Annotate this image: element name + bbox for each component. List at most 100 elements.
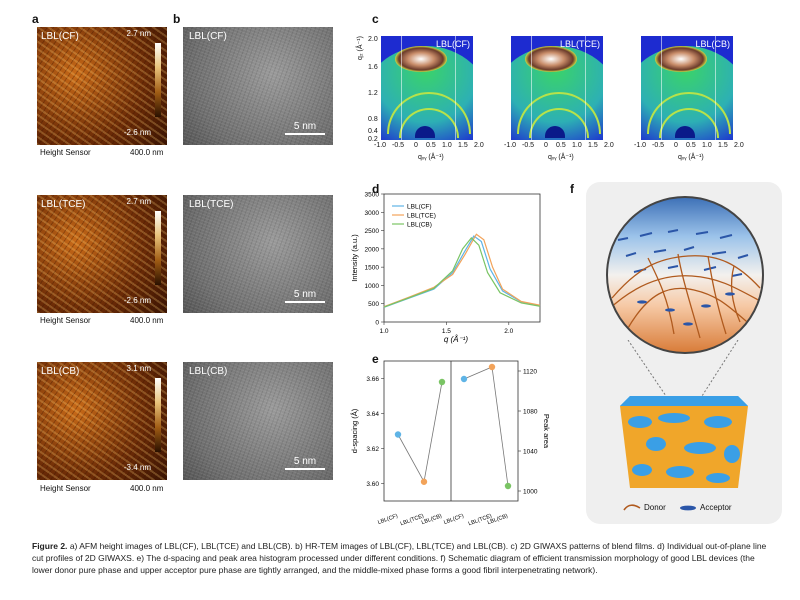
d-legend-label: LBL(CF) bbox=[407, 204, 432, 211]
d-series-line bbox=[383, 235, 541, 308]
acceptor-legend-label: Acceptor bbox=[700, 503, 732, 512]
d-xlabel: q (Å⁻¹) bbox=[444, 335, 469, 344]
donor-legend-icon bbox=[623, 504, 641, 511]
plot-frame bbox=[383, 193, 541, 323]
afm-image-cb: LBL(CB) 3.1 nm -3.4 nm bbox=[37, 362, 167, 480]
tem-scale-label: 5 nm bbox=[293, 456, 317, 467]
giwaxs-xtick: 1.0 bbox=[572, 142, 582, 149]
afm-label: LBL(CF) bbox=[41, 31, 79, 42]
d-xtick-label: 1.0 bbox=[379, 328, 388, 335]
caption-text: a) AFM height images of LBL(CF), LBL(TCE… bbox=[32, 541, 767, 575]
d-series-line bbox=[383, 236, 541, 308]
giwaxs-xtick: -1.0 bbox=[504, 142, 517, 149]
giwaxs-xtick: -0.5 bbox=[522, 142, 535, 149]
afm-sensor-label: Height Sensor bbox=[40, 316, 91, 325]
tem-label: LBL(CB) bbox=[189, 366, 228, 377]
giwaxs-xlabel: qₓᵧ (Å⁻¹) bbox=[418, 154, 444, 161]
d-ytick-label: 2000 bbox=[365, 246, 380, 253]
d-ytick-label: 2500 bbox=[365, 228, 380, 235]
line-chart-d: 0 500 1000 1500 2000 2500 3000 3500 1.0 1.5 2.0 L… bbox=[350, 192, 541, 344]
panel-label-d: d bbox=[372, 182, 380, 196]
colorbar-min: -3.4 nm bbox=[123, 463, 151, 472]
afm-label: LBL(TCE) bbox=[41, 199, 86, 210]
panel-label-c: c bbox=[372, 12, 379, 26]
e-category-label: LBL(CF) bbox=[377, 513, 399, 526]
e-left-tick-label: 3.60 bbox=[366, 481, 379, 488]
giwaxs-xtick: 2.0 bbox=[604, 142, 614, 149]
colorbar-min: -2.6 nm bbox=[123, 128, 151, 137]
giwaxs-label: LBL(CF) bbox=[435, 39, 470, 49]
giwaxs-ytick: 1.6 bbox=[368, 64, 378, 71]
panel-label-b: b bbox=[173, 12, 181, 26]
afm-label: LBL(CB) bbox=[41, 366, 80, 377]
morphology-fibrils bbox=[608, 229, 762, 339]
e-right-tick-label: 1120 bbox=[523, 369, 537, 376]
d-ytick-label: 3500 bbox=[365, 192, 380, 199]
giwaxs-ytick: 0.4 bbox=[368, 128, 378, 135]
giwaxs-xtick: 1.5 bbox=[458, 142, 468, 149]
tem-image-tce: LBL(TCE) 5 nm bbox=[183, 195, 333, 313]
zoom-connector-lines bbox=[627, 340, 739, 397]
afm-sensor-label: Height Sensor bbox=[40, 148, 91, 157]
panel-label-f: f bbox=[570, 182, 574, 196]
e-peak-area-point bbox=[460, 375, 468, 383]
giwaxs-label: LBL(TCE) bbox=[559, 39, 600, 49]
tem-image-cf: LBL(CF) 5 nm bbox=[183, 27, 333, 145]
d-ytick-label: 1000 bbox=[365, 283, 380, 290]
e-right-connector bbox=[463, 366, 509, 487]
giwaxs-xtick: 0.5 bbox=[426, 142, 436, 149]
d-xtick-label: 1.5 bbox=[442, 328, 451, 335]
colorbar-max: 2.7 nm bbox=[126, 197, 151, 206]
d-legend-label: LBL(TCE) bbox=[407, 213, 436, 220]
tem-scale-label: 5 nm bbox=[293, 121, 317, 132]
afm-scale-label: 400.0 nm bbox=[130, 316, 164, 325]
giwaxs-xtick: 0 bbox=[414, 142, 418, 149]
e-peak-area-point bbox=[504, 482, 512, 490]
giwaxs-xtick: 2.0 bbox=[474, 142, 484, 149]
panel-label-e: e bbox=[372, 352, 379, 366]
giwaxs-pattern-cf: LBL(CF) bbox=[381, 36, 473, 140]
e-left-tick-label: 3.64 bbox=[366, 411, 379, 418]
panel-label-a: a bbox=[32, 12, 39, 26]
colorbar bbox=[155, 43, 161, 117]
afm-image-tce: LBL(TCE) 2.7 nm -2.6 nm bbox=[37, 195, 167, 313]
afm-sensor-label: Height Sensor bbox=[40, 484, 91, 493]
giwaxs-xtick: -0.5 bbox=[652, 142, 665, 149]
d-ylabel: Intensity (a.u.) bbox=[350, 234, 359, 282]
giwaxs-ytick: 2.0 bbox=[368, 36, 378, 43]
e-dspacing-point bbox=[394, 431, 402, 438]
giwaxs-xtick: -1.0 bbox=[374, 142, 387, 149]
e-right-tick-label: 1080 bbox=[523, 409, 538, 416]
d-series-line bbox=[383, 233, 541, 308]
e-left-ylabel: d-spacing (Å) bbox=[350, 408, 359, 453]
tem-scalebar: 5 nm bbox=[285, 456, 325, 470]
giwaxs-ytick: 1.2 bbox=[368, 90, 378, 97]
colorbar bbox=[155, 378, 161, 452]
giwaxs-xtick: -1.0 bbox=[634, 142, 647, 149]
colorbar-max: 3.1 nm bbox=[126, 364, 151, 373]
giwaxs-xtick: 1.0 bbox=[442, 142, 452, 149]
giwaxs-xlabel: qₓᵧ (Å⁻¹) bbox=[548, 154, 574, 161]
afm-scale-label: 400.0 nm bbox=[130, 484, 164, 493]
giwaxs-xtick: 0.5 bbox=[556, 142, 566, 149]
tem-label: LBL(TCE) bbox=[189, 199, 234, 210]
e-left-tick-label: 3.66 bbox=[366, 376, 379, 383]
e-dspacing-point bbox=[420, 478, 428, 485]
d-ytick-label: 1500 bbox=[365, 265, 380, 272]
d-ytick-label: 3000 bbox=[365, 210, 380, 217]
giwaxs-xlabel: qₓᵧ (Å⁻¹) bbox=[678, 154, 704, 161]
morphology-zoom-circle bbox=[606, 196, 764, 354]
morphology-cube bbox=[620, 396, 748, 488]
giwaxs-pattern-cb: LBL(CB) bbox=[641, 36, 733, 140]
giwaxs-ylabel: q₂ (Å⁻¹) bbox=[357, 36, 364, 60]
e-right-tick-label: 1000 bbox=[523, 489, 538, 496]
acceptor-legend-icon bbox=[680, 505, 696, 511]
giwaxs-xtick: -0.5 bbox=[392, 142, 405, 149]
e-right-ylabel: Peak area bbox=[542, 414, 551, 449]
tem-scalebar: 5 nm bbox=[285, 121, 325, 135]
colorbar-max: 2.7 nm bbox=[126, 29, 151, 38]
e-category-label: LBL(CB) bbox=[421, 513, 443, 526]
giwaxs-ytick: 0.8 bbox=[368, 116, 378, 123]
giwaxs-xtick: 0.5 bbox=[686, 142, 696, 149]
d-xtick-label: 2.0 bbox=[504, 328, 513, 335]
